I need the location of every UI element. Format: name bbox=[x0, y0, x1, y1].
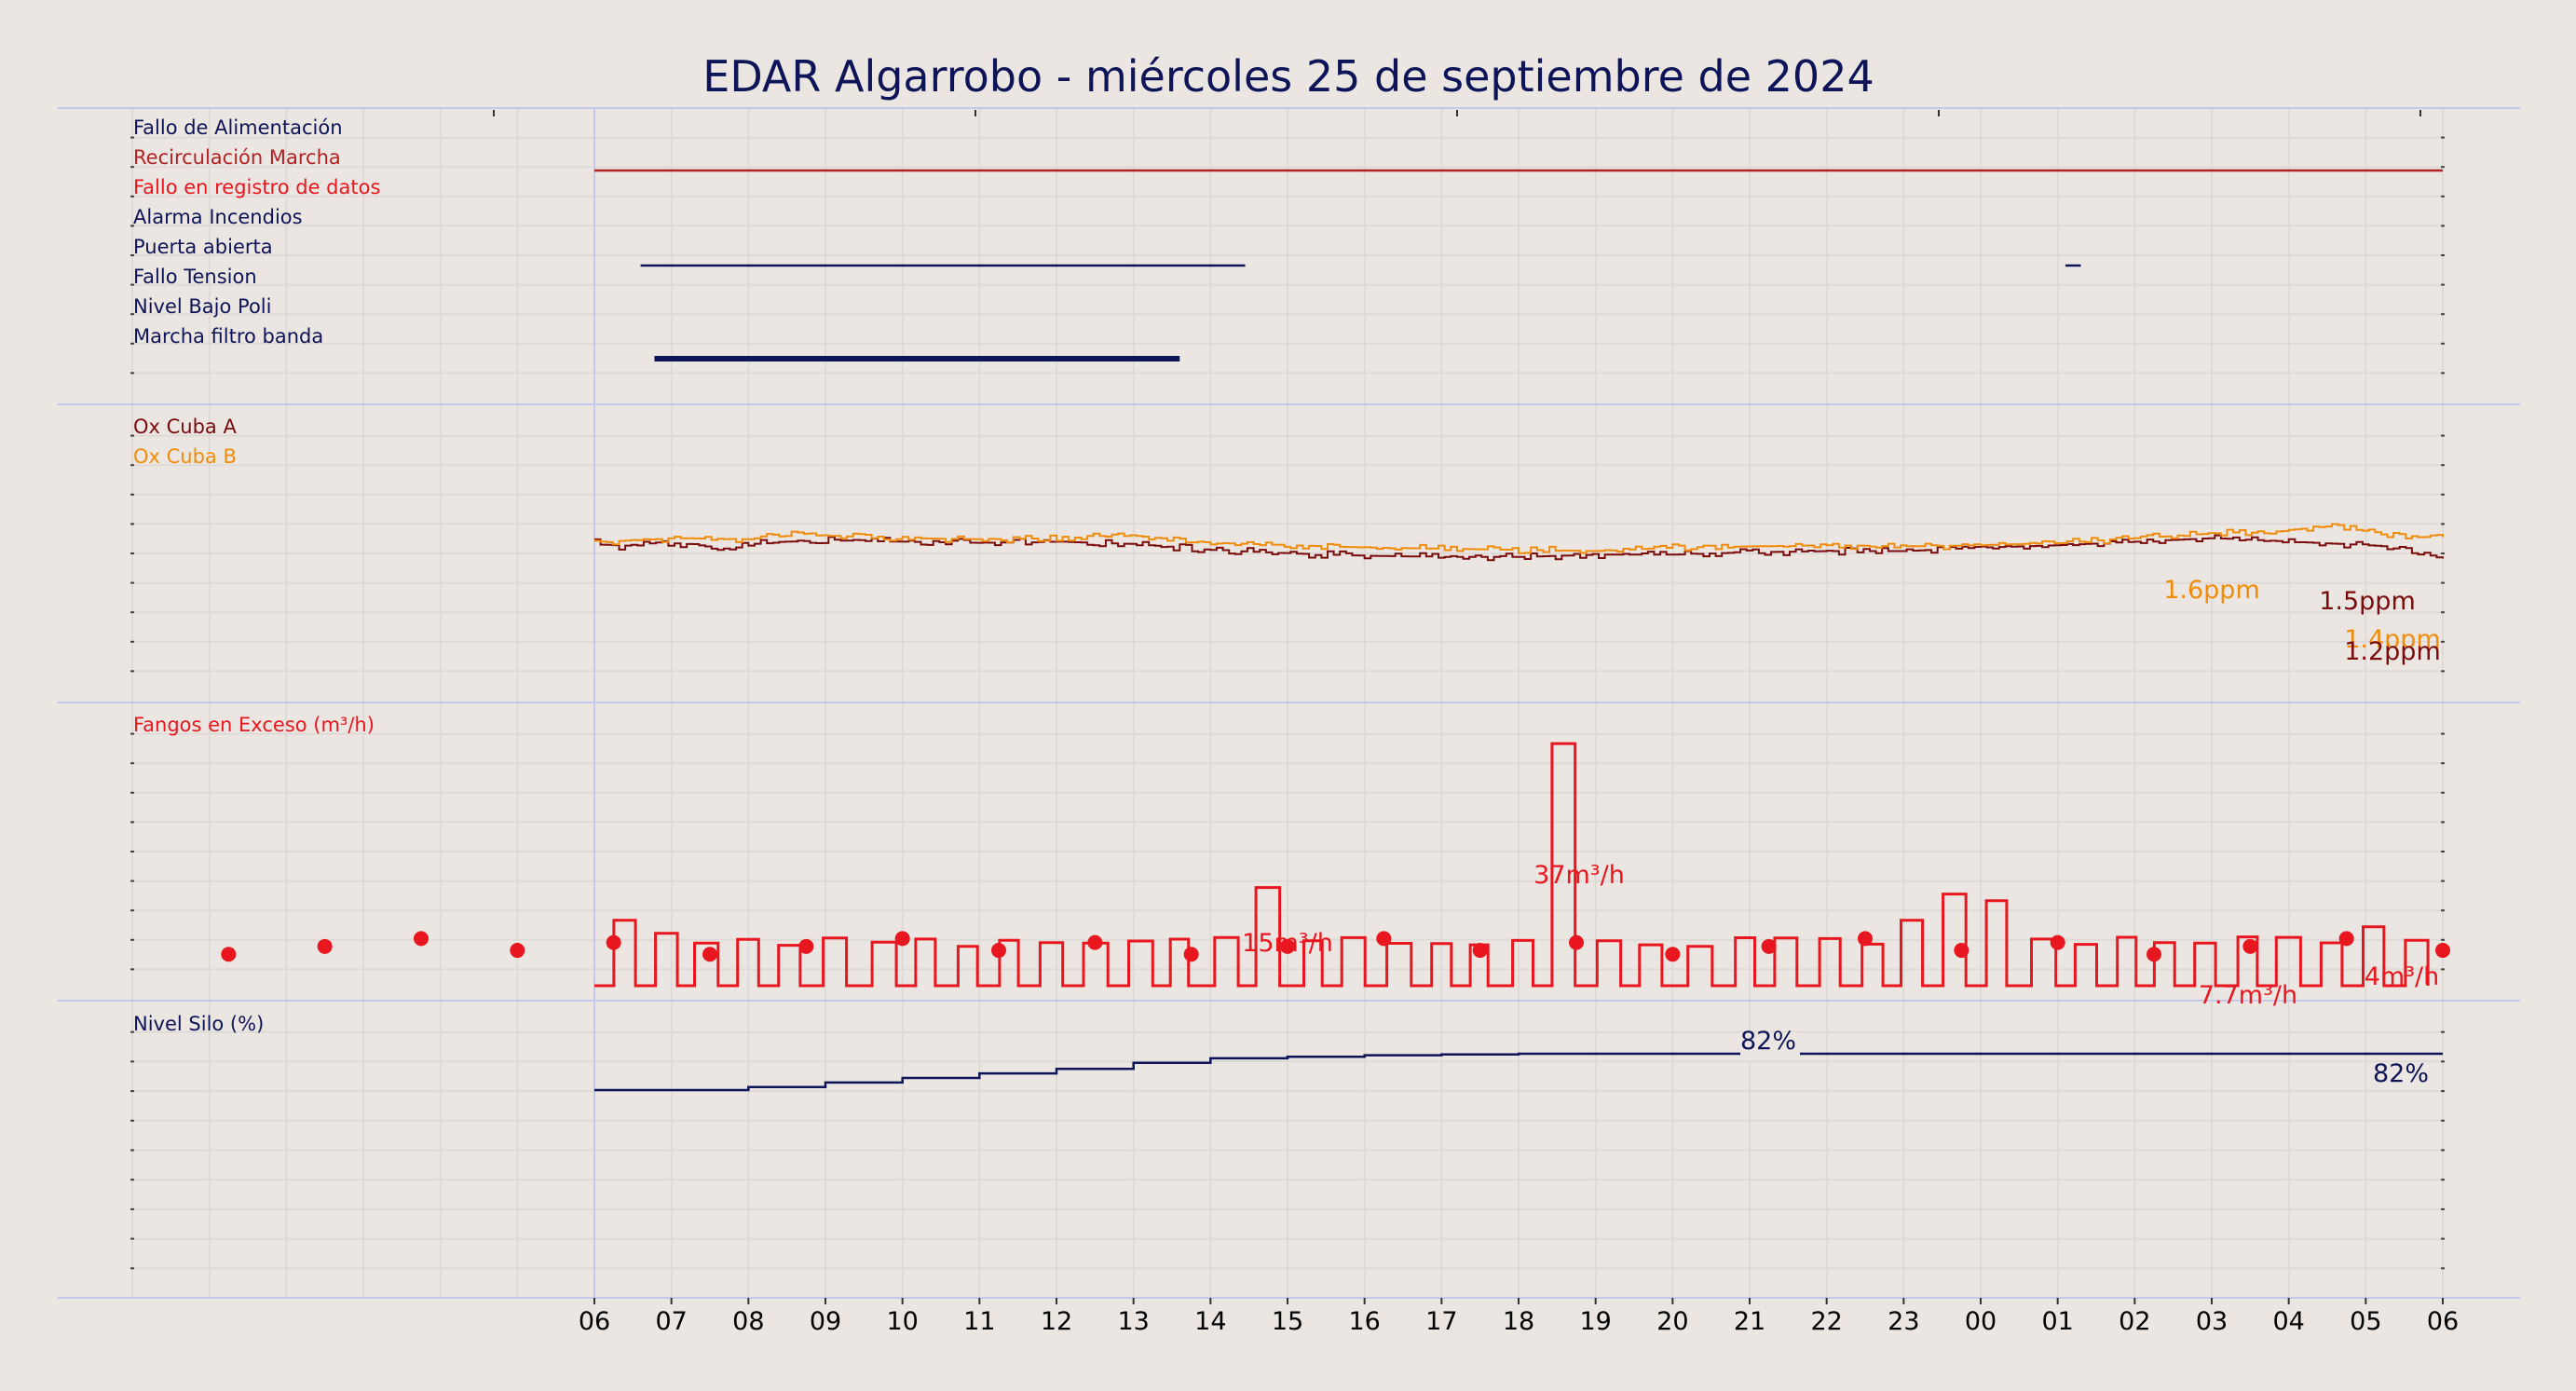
min-label: 7.7m³/h bbox=[2199, 981, 2297, 1010]
x-tick-label: 03 bbox=[2196, 1307, 2228, 1336]
data-point bbox=[2435, 943, 2450, 959]
alarm-label: Fallo de Alimentación bbox=[133, 116, 343, 139]
x-tick-label: 02 bbox=[2119, 1307, 2150, 1336]
data-point bbox=[2242, 938, 2258, 954]
panel-oxygen: Ox Cuba A Ox Cuba B 1.6ppm 1.5ppm 1.4ppm1.2p… bbox=[133, 416, 2444, 666]
data-point bbox=[317, 938, 333, 954]
data-point bbox=[1087, 934, 1103, 950]
series-line bbox=[594, 742, 2430, 988]
alarm-label: Marcha filtro banda bbox=[133, 325, 323, 348]
max-label: 1.6ppm bbox=[2163, 576, 2260, 605]
panel-alarms: Fallo de Alimentación Recirculación March… bbox=[133, 116, 2443, 361]
x-tick-label: 00 bbox=[1965, 1307, 1997, 1336]
x-tick-label: 12 bbox=[1041, 1307, 1072, 1336]
x-tick-label: 20 bbox=[1656, 1307, 1688, 1336]
data-point bbox=[1183, 947, 1199, 962]
series-legend-label: Ox Cuba B bbox=[133, 445, 237, 468]
data-point bbox=[2147, 947, 2161, 962]
x-tick-label: 13 bbox=[1117, 1307, 1149, 1336]
x-tick-label: 04 bbox=[2272, 1307, 2304, 1336]
end-label: 1.2ppm bbox=[2344, 637, 2441, 666]
x-tick-label: 21 bbox=[1734, 1307, 1765, 1336]
data-point bbox=[1376, 931, 1392, 947]
data-point bbox=[702, 947, 717, 962]
data-point bbox=[510, 943, 525, 959]
value-label: 82% bbox=[1740, 1027, 1796, 1056]
x-tick-label: 06 bbox=[2427, 1307, 2459, 1336]
data-point bbox=[1761, 938, 1777, 954]
chart-title: EDAR Algarrobo - miércoles 25 de septiem… bbox=[702, 51, 1874, 102]
alarm-label: Fallo en registro de datos bbox=[133, 176, 380, 198]
x-tick-label: 19 bbox=[1579, 1307, 1611, 1336]
x-tick-label: 23 bbox=[1888, 1307, 1919, 1336]
panel-silo: Nivel Silo (%) 82% 82% bbox=[133, 1013, 2443, 1092]
x-tick-label: 07 bbox=[655, 1307, 687, 1336]
data-point bbox=[414, 931, 429, 947]
x-axis-ticks: 06 07 08 09 10 11 12 13 14 15 16 17 18 19 20 21 22 23 00 01… bbox=[579, 1298, 2459, 1336]
x-tick-label: 01 bbox=[2041, 1307, 2073, 1336]
data-point bbox=[798, 938, 814, 954]
label-background bbox=[1740, 1032, 1800, 1060]
data-point bbox=[1665, 947, 1681, 962]
data-point bbox=[1858, 931, 1873, 947]
x-tick-label: 08 bbox=[732, 1307, 764, 1336]
alarm-label: Nivel Bajo Poli bbox=[133, 295, 271, 318]
series-line bbox=[594, 1052, 2443, 1092]
x-tick-label: 11 bbox=[963, 1307, 995, 1336]
peak-label: 15m³/h bbox=[1242, 929, 1333, 958]
data-point bbox=[1472, 943, 1488, 959]
x-tick-label: 22 bbox=[1810, 1307, 1842, 1336]
data-point bbox=[1954, 943, 1969, 959]
x-tick-label: 17 bbox=[1425, 1307, 1457, 1336]
data-point bbox=[221, 947, 237, 962]
data-point bbox=[894, 931, 910, 947]
data-point bbox=[1569, 934, 1584, 950]
x-tick-label: 15 bbox=[1272, 1307, 1303, 1336]
panel-frames bbox=[58, 107, 2520, 1299]
end-label: 1.4ppm bbox=[2344, 625, 2441, 654]
end-label: 4m³/h bbox=[2365, 962, 2440, 991]
data-point bbox=[2050, 934, 2065, 950]
alarm-label: Puerta abierta bbox=[133, 236, 273, 258]
series-legend-label: Fangos en Exceso (m³/h) bbox=[133, 714, 375, 736]
x-tick-label: 18 bbox=[1503, 1307, 1534, 1336]
alarm-label: Alarma Incendios bbox=[133, 206, 303, 228]
peak-label: 37m³/h bbox=[1533, 861, 1625, 890]
x-tick-label: 14 bbox=[1194, 1307, 1226, 1336]
series-line bbox=[594, 523, 2444, 554]
data-point bbox=[2338, 931, 2354, 947]
x-tick-label: 06 bbox=[579, 1307, 610, 1336]
x-tick-label: 09 bbox=[810, 1307, 841, 1336]
x-tick-label: 16 bbox=[1348, 1307, 1380, 1336]
max-label: 1.5ppm bbox=[2319, 587, 2416, 616]
data-point bbox=[606, 934, 621, 950]
panel-sludge: Fangos en Exceso (m³/h) 37m³/h 15m³/h 7.7m³… bbox=[133, 714, 2450, 1010]
alarm-label: Recirculación Marcha bbox=[133, 146, 341, 169]
alarm-label: Fallo Tension bbox=[133, 266, 257, 288]
series-legend-label: Ox Cuba A bbox=[133, 416, 237, 438]
x-tick-label: 05 bbox=[2350, 1307, 2381, 1336]
data-point bbox=[1280, 938, 1295, 954]
data-point bbox=[991, 943, 1006, 959]
end-label: 82% bbox=[2373, 1059, 2429, 1088]
series-line bbox=[594, 534, 2444, 562]
x-tick-label: 10 bbox=[886, 1307, 918, 1336]
series-legend-label: Nivel Silo (%) bbox=[133, 1013, 264, 1035]
